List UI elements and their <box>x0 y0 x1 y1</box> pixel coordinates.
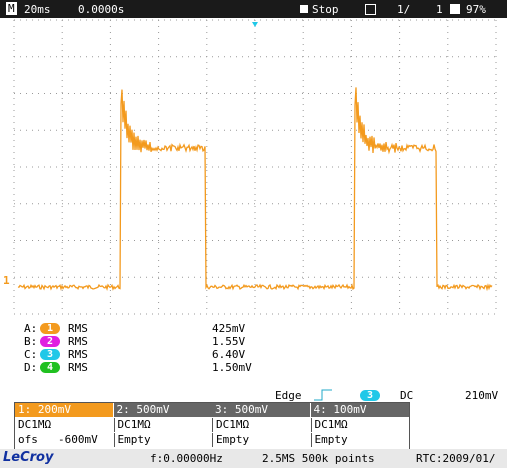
meas-type: RMS <box>68 361 88 374</box>
sampling: 2.5MS 500k points <box>262 452 375 465</box>
trigger-position <box>252 22 258 27</box>
acq-icon <box>365 4 376 15</box>
trigger-source: 3 <box>360 390 380 401</box>
delay: 0.0000s <box>78 3 125 16</box>
channel-label[interactable]: 3: 500mV <box>212 403 310 417</box>
top-bar: M 20ms 0.0000s Stop 1/ 1 97% <box>0 0 507 18</box>
run-state[interactable]: Stop <box>312 3 339 16</box>
footer: LeCroy f:0.00000Hz 2.5MS 500k points RTC… <box>0 449 507 468</box>
offset-label: ofs <box>18 433 38 446</box>
meas-slot: A: <box>24 322 38 335</box>
trigger-coupling: DC <box>400 389 414 402</box>
trigger-type: Edge <box>275 389 302 402</box>
meas-channel: 4 <box>40 362 60 373</box>
channel-status: Empty <box>212 433 310 447</box>
acquisition-count: 1 <box>436 3 443 16</box>
meas-value: 6.40V <box>212 348 246 361</box>
meas-slot: C: <box>24 348 38 361</box>
meas-channel: 2 <box>40 336 60 347</box>
offset: -600mV <box>58 433 98 446</box>
channel-coupling: DC1MΩ <box>310 418 409 432</box>
trace <box>17 87 493 292</box>
battery-icon <box>450 4 460 14</box>
meas-slot: B: <box>24 335 38 348</box>
acquisition: 1/ <box>397 3 411 16</box>
meas-value: 1.55V <box>212 335 246 348</box>
channel-coupling: DC1MΩ <box>113 418 212 432</box>
meas-type: RMS <box>68 335 88 348</box>
mode: M <box>6 2 17 15</box>
meas-type: RMS <box>68 348 88 361</box>
channel-label[interactable]: 4: 100mV <box>310 403 409 417</box>
frequency: f:0.00000Hz <box>150 452 223 465</box>
meas-type: RMS <box>68 322 88 335</box>
trace-marker: 1 <box>3 274 10 287</box>
edge-icon <box>314 389 332 401</box>
battery: 97% <box>466 3 486 16</box>
channel-status: Empty <box>310 433 409 447</box>
graticule: 1 <box>3 19 497 315</box>
trigger-level: 210mV <box>465 389 499 402</box>
channel-label[interactable]: 1: 200mV <box>15 403 113 417</box>
meas-channel: 3 <box>40 349 60 360</box>
channel-coupling: DC1MΩ <box>212 418 310 432</box>
meas-slot: D: <box>24 361 38 374</box>
rtc: RTC:2009/01/ <box>416 452 496 465</box>
brand: LeCroy <box>3 450 54 465</box>
meas-channel: 1 <box>40 323 60 334</box>
meas-value: 1.50mV <box>212 361 252 374</box>
channel-table: 1: 200mV DC1MΩ ofs -600mV 2: 500mV DC1MΩ Empty… <box>14 402 410 450</box>
channel-status: Empty <box>113 433 212 447</box>
stop-icon <box>300 5 308 13</box>
channel-label[interactable]: 2: 500mV <box>113 403 212 417</box>
timebase: 20ms <box>24 3 51 16</box>
meas-value: 425mV <box>212 322 246 335</box>
channel-coupling: DC1MΩ <box>18 418 52 431</box>
